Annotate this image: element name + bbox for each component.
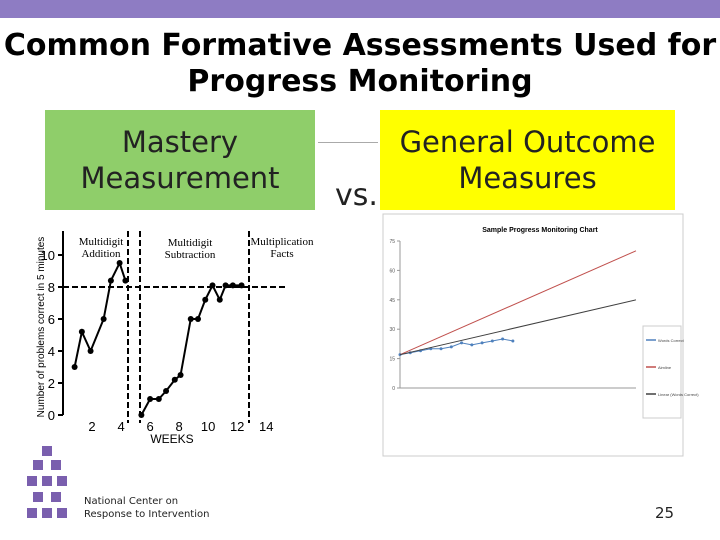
data-point xyxy=(116,260,123,266)
data-line xyxy=(399,338,513,356)
data-point xyxy=(511,339,515,343)
x-tick-label: 6 xyxy=(146,419,153,434)
x-tick-label: 8 xyxy=(176,419,183,434)
y-tick-label: 2 xyxy=(48,376,55,391)
phase-label: Multidigit Addition xyxy=(78,236,124,260)
legend-label: Linear (Words Correct) xyxy=(658,392,699,397)
x-axis-label: WEEKS xyxy=(150,432,193,446)
data-point xyxy=(449,345,453,349)
data-point xyxy=(238,282,245,289)
data-point xyxy=(147,396,154,402)
data-point xyxy=(138,412,145,418)
x-tick-label: 12 xyxy=(230,419,244,434)
phase-label: Multidigit Subtraction xyxy=(164,237,216,261)
y-tick-label: 4 xyxy=(48,344,55,359)
data-point xyxy=(229,282,236,289)
x-tick-label: 4 xyxy=(117,419,124,434)
data-point xyxy=(87,348,94,354)
legend-label: Aimline xyxy=(658,365,672,370)
data-point xyxy=(480,341,484,345)
data-point xyxy=(163,388,170,394)
x-tick-label: 14 xyxy=(259,419,273,434)
data-point xyxy=(195,316,201,322)
data-point xyxy=(107,277,114,284)
data-line xyxy=(399,250,637,356)
slide-title: Common Formative Assessments Used for Pr… xyxy=(3,28,717,99)
data-point xyxy=(222,282,229,289)
data-point xyxy=(71,364,78,370)
data-point xyxy=(202,296,209,303)
y-tick-label: 0 xyxy=(392,386,395,392)
data-line xyxy=(73,260,127,368)
data-point xyxy=(439,347,443,351)
progress-frame xyxy=(382,213,684,457)
y-tick-label: 75 xyxy=(389,239,395,245)
data-point xyxy=(501,337,505,341)
y-axis-label: Number of problems correct in 5 minutes xyxy=(36,237,47,418)
logo xyxy=(27,446,67,518)
versus: vs. xyxy=(335,178,378,213)
data-point xyxy=(78,328,85,335)
legend-frame xyxy=(642,325,682,419)
y-tick-label: 15 xyxy=(389,357,395,363)
phase-label: Multiplication Facts xyxy=(250,236,314,260)
y-tick-label: 8 xyxy=(48,280,55,295)
data-point xyxy=(460,341,464,345)
legend-label: Words Correct xyxy=(658,338,685,343)
y-tick-label: 10 xyxy=(41,248,55,263)
y-tick-label: 45 xyxy=(389,298,395,304)
data-point xyxy=(177,372,184,378)
right-heading: General Outcome Measures xyxy=(380,110,675,210)
data-point xyxy=(171,376,178,383)
data-point xyxy=(216,296,223,303)
data-line xyxy=(399,299,637,356)
data-point xyxy=(122,277,129,284)
data-point xyxy=(490,339,494,343)
page-number: 25 xyxy=(655,504,675,522)
y-tick-label: 30 xyxy=(389,327,395,333)
divider xyxy=(318,142,378,143)
y-tick-label: 6 xyxy=(48,312,55,327)
data-line xyxy=(140,283,242,416)
y-tick-label: 0 xyxy=(48,408,55,423)
y-tick-label: 60 xyxy=(389,268,395,274)
progress-title: Sample Progress Monitoring Chart xyxy=(482,227,598,234)
data-point xyxy=(209,282,216,289)
data-point xyxy=(100,316,107,322)
data-point xyxy=(155,396,162,402)
x-tick-label: 10 xyxy=(201,419,215,434)
left-heading: Mastery Measurement xyxy=(45,110,315,210)
data-point xyxy=(470,343,474,347)
top-bar xyxy=(0,0,720,18)
footer-org: National Center on Response to Intervent… xyxy=(84,496,210,520)
x-tick-label: 2 xyxy=(88,419,95,434)
data-point xyxy=(187,316,194,322)
